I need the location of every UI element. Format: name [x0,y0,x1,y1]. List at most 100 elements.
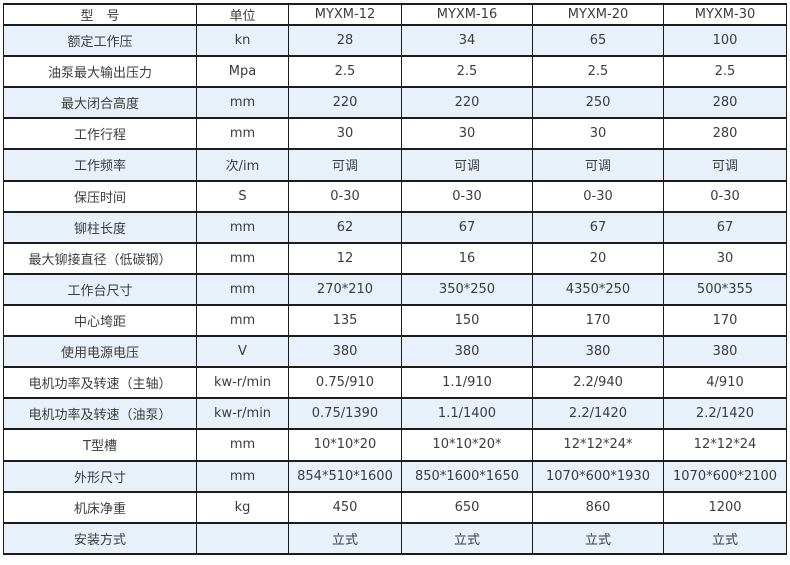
unit-cell: 次/im [196,148,289,182]
table-row: 额定工作压 kn 28 34 65 100 [3,23,787,58]
value-cell: 2.2/940 [532,366,664,400]
value-cell: 12*12*24* [532,428,664,462]
value-cell: 380 [401,335,533,369]
value-cell: 380 [663,335,787,369]
unit-cell: kw-r/min [196,397,289,431]
value-cell: 850*1600*1650 [401,459,533,493]
value-cell: 30 [532,117,664,151]
value-cell: 170 [663,303,787,338]
header-cell-myxm12: MYXM-12 [288,3,402,26]
value-cell: 220 [401,86,533,120]
row-label-cell: 工作频率 [3,148,197,182]
value-cell: 650 [401,490,533,524]
value-cell: 2.5 [288,55,402,89]
table-row: 油泵最大输出压力 Mpa 2.5 2.5 2.5 2.5 [3,55,787,89]
table-row: 电机功率及转速（油泵） kw-r/min 0.75/1390 1.1/1400 2.2/… [3,397,787,431]
value-cell: 10*10*20* [401,428,533,462]
unit-cell: mm [196,459,289,493]
row-label-cell: 工作行程 [3,117,197,151]
value-cell: 2.5 [401,55,533,89]
value-cell: 860 [532,490,664,524]
value-cell: 4350*250 [532,272,664,306]
value-cell: 12*12*24 [663,428,787,462]
value-cell: 30 [663,241,787,275]
value-cell: 2.5 [532,55,664,89]
unit-cell [196,521,289,556]
header-cell-myxm20: MYXM-20 [532,3,664,26]
value-cell: 4/910 [663,366,787,400]
unit-cell: mm [196,86,289,120]
value-cell: 135 [288,303,402,338]
header-cell-unit: 单位 [196,3,289,26]
row-label-cell: 额定工作压 [3,23,197,58]
table-row: 机床净重 kg 450 650 860 1200 [3,490,787,524]
value-cell: 立式 [663,521,787,556]
row-label-cell: 中心垮距 [3,303,197,338]
row-label-cell: 最大铆接直径（低碳钢） [3,241,197,275]
unit-cell: mm [196,272,289,306]
value-cell: 67 [401,210,533,244]
table-row: 外形尺寸 mm 854*510*1600 850*1600*1650 1070*600*… [3,459,787,493]
value-cell: 450 [288,490,402,524]
table-row: 最大铆接直径（低碳钢） mm 12 16 20 30 [3,241,787,275]
value-cell: 270*210 [288,272,402,306]
value-cell: 10*10*20 [288,428,402,462]
value-cell: 500*355 [663,272,787,306]
unit-cell: kw-r/min [196,366,289,400]
unit-cell: mm [196,303,289,338]
value-cell: 0.75/1390 [288,397,402,431]
value-cell: 可调 [663,148,787,182]
value-cell: 2.2/1420 [663,397,787,431]
table-row: 工作行程 mm 30 30 30 280 [3,117,787,151]
value-cell: 1070*600*1930 [532,459,664,493]
row-label-cell: 保压时间 [3,179,197,213]
value-cell: 0-30 [401,179,533,213]
value-cell: 0-30 [532,179,664,213]
value-cell: 350*250 [401,272,533,306]
row-label-cell: 电机功率及转速（主轴） [3,366,197,400]
value-cell: 16 [401,241,533,275]
table-row: T型槽 mm 10*10*20 10*10*20* 12*12*24* 12*12*24 [3,428,787,462]
value-cell: 2.5 [663,55,787,89]
value-cell: 立式 [532,521,664,556]
value-cell: 67 [663,210,787,244]
value-cell: 1.1/910 [401,366,533,400]
row-label-cell: 安装方式 [3,521,197,556]
value-cell: 0.75/910 [288,366,402,400]
unit-cell: mm [196,210,289,244]
header-cell-myxm30: MYXM-30 [663,3,787,26]
unit-cell: kn [196,23,289,58]
value-cell: 854*510*1600 [288,459,402,493]
table-row: 最大闭合高度 mm 220 220 250 280 [3,86,787,120]
value-cell: 67 [532,210,664,244]
value-cell: 1070*600*2100 [663,459,787,493]
value-cell: 可调 [288,148,402,182]
table-body: 额定工作压 kn 28 34 65 100 油泵最大输出压力 Mpa 2.5 2.5 2.5 2.5 最… [3,23,787,556]
unit-cell: V [196,335,289,369]
value-cell: 150 [401,303,533,338]
unit-cell: S [196,179,289,213]
value-cell: 28 [288,23,402,58]
unit-cell: mm [196,241,289,275]
value-cell: 0-30 [288,179,402,213]
header-cell-model: 型 号 [3,3,197,26]
value-cell: 0-30 [663,179,787,213]
value-cell: 34 [401,23,533,58]
value-cell: 30 [288,117,402,151]
row-label-cell: 油泵最大输出压力 [3,55,197,89]
value-cell: 30 [401,117,533,151]
value-cell: 立式 [288,521,402,556]
value-cell: 65 [532,23,664,58]
value-cell: 可调 [532,148,664,182]
row-label-cell: 最大闭合高度 [3,86,197,120]
header-row: 型 号 单位 MYXM-12 MYXM-16 MYXM-20 MYXM-30 [3,3,787,26]
table-row: 铆柱长度 mm 62 67 67 67 [3,210,787,244]
value-cell: 380 [288,335,402,369]
table-row: 保压时间 S 0-30 0-30 0-30 0-30 [3,179,787,213]
row-label-cell: 机床净重 [3,490,197,524]
value-cell: 100 [663,23,787,58]
value-cell: 可调 [401,148,533,182]
value-cell: 250 [532,86,664,120]
row-label-cell: 电机功率及转速（油泵） [3,397,197,431]
